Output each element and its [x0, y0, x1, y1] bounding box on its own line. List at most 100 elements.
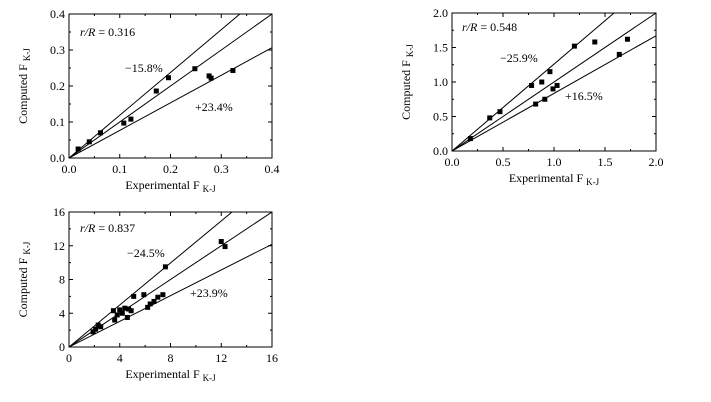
data-point — [98, 324, 104, 330]
equality-line — [452, 13, 656, 151]
x-axis-label: Experimental F K-J — [125, 367, 216, 383]
data-point — [121, 120, 127, 126]
data-point — [192, 66, 198, 72]
data-point — [165, 75, 171, 81]
data-point — [155, 294, 161, 300]
data-point — [124, 314, 130, 320]
data-point — [592, 39, 598, 45]
y-tick-label: 1.0 — [433, 75, 448, 89]
data-point — [145, 304, 151, 310]
y-tick-label: 0.2 — [50, 79, 65, 93]
data-point — [160, 292, 166, 298]
x-tick-label: 12 — [215, 351, 227, 365]
y-tick-label: 0.4 — [50, 7, 65, 21]
data-point — [230, 68, 236, 74]
y-tick-label: 0.0 — [50, 151, 65, 165]
x-tick-label: 16 — [266, 351, 278, 365]
data-point — [151, 298, 157, 304]
y-tick-label: 8 — [59, 273, 65, 287]
data-point — [624, 36, 630, 42]
data-point — [128, 308, 134, 314]
y-axis-label: Computed F K-J — [16, 241, 32, 317]
data-point — [117, 307, 123, 313]
data-point — [114, 312, 120, 318]
panel-annotation: r/R = 0.316 — [80, 25, 135, 39]
data-point — [218, 239, 224, 245]
error-bound-label: −25.9% — [500, 51, 538, 65]
y-axis-label: Computed F K-J — [16, 48, 32, 124]
data-point — [487, 115, 493, 121]
x-tick-label: 0.1 — [112, 162, 127, 176]
error-bound-label: +23.9% — [190, 286, 228, 300]
data-point — [533, 101, 539, 107]
y-tick-label: 4 — [59, 306, 65, 320]
data-point — [550, 86, 556, 92]
error-bound-line — [69, 14, 241, 158]
x-tick-label: 1.5 — [598, 155, 613, 169]
chart-panel-1: −15.8% +23.4% 0.0 0.1 0.2 0.3 0.4 0.0 0.1 0.2 0.3 0… — [16, 7, 280, 194]
x-axis-label: Experimental F K-J — [125, 178, 216, 194]
data-point — [147, 301, 153, 307]
y-tick-label: 2.0 — [433, 6, 448, 20]
y-tick-label: 0.0 — [433, 144, 448, 158]
error-bound-line — [69, 47, 272, 158]
data-point — [497, 109, 503, 115]
data-point — [141, 292, 147, 298]
x-tick-label: 4 — [117, 351, 123, 365]
y-tick-label: 1.5 — [433, 41, 448, 55]
data-point — [529, 82, 535, 88]
y-tick-label: 16 — [53, 205, 65, 219]
data-point — [128, 116, 134, 122]
error-bound-label: +23.4% — [195, 100, 233, 114]
data-point — [110, 308, 116, 314]
x-tick-label: 2.0 — [649, 155, 664, 169]
data-point — [547, 69, 553, 75]
x-tick-label: 8 — [168, 351, 174, 365]
x-tick-label: 0 — [66, 351, 72, 365]
y-axis-label: Computed F K-J — [399, 44, 415, 120]
y-tick-label: 0 — [59, 340, 65, 354]
error-bound-label: −15.8% — [125, 61, 163, 75]
x-tick-label: 0.0 — [445, 155, 460, 169]
data-point — [554, 82, 560, 88]
data-point — [616, 51, 622, 57]
chart-panel-3: −24.5% +23.9% 0 4 8 12 16 0 4 8 12 16 Experimental F… — [16, 205, 278, 383]
data-point — [571, 43, 577, 49]
data-point — [126, 306, 132, 312]
data-point — [222, 244, 228, 250]
data-point — [467, 136, 473, 142]
y-tick-label: 12 — [53, 239, 65, 253]
error-bound-label: +16.5% — [565, 89, 603, 103]
data-point — [119, 310, 125, 316]
y-tick-label: 0.3 — [50, 43, 65, 57]
data-point — [153, 88, 159, 94]
data-point — [112, 317, 118, 323]
data-point — [542, 96, 548, 102]
data-point — [208, 75, 214, 81]
y-tick-label: 0.1 — [50, 115, 65, 129]
panel-annotation: r/R = 0.548 — [462, 20, 517, 34]
data-point — [93, 326, 99, 332]
chart-panel-2: −25.9% +16.5% 0.0 0.5 1.0 1.5 2.0 0.0 0.5 1.0 1.5 2… — [399, 6, 664, 187]
panel-annotation: r/R = 0.837 — [80, 221, 135, 235]
data-point — [75, 146, 81, 152]
x-tick-label: 0.2 — [163, 162, 178, 176]
error-bound-line — [452, 35, 656, 151]
error-bound-label: −24.5% — [127, 246, 165, 260]
data-point — [539, 79, 545, 85]
x-tick-label: 0.4 — [265, 162, 280, 176]
data-point — [90, 329, 96, 335]
y-tick-label: 0.5 — [433, 110, 448, 124]
data-point — [162, 264, 168, 270]
data-point — [122, 305, 128, 311]
x-tick-label: 0.5 — [496, 155, 511, 169]
data-point — [97, 130, 103, 136]
x-axis-label: Experimental F K-J — [509, 171, 600, 187]
data-point — [86, 139, 92, 145]
x-tick-label: 0.3 — [214, 162, 229, 176]
x-tick-label: 1.0 — [547, 155, 562, 169]
data-point — [95, 322, 101, 328]
data-point — [131, 293, 137, 299]
error-bound-line — [69, 243, 272, 347]
